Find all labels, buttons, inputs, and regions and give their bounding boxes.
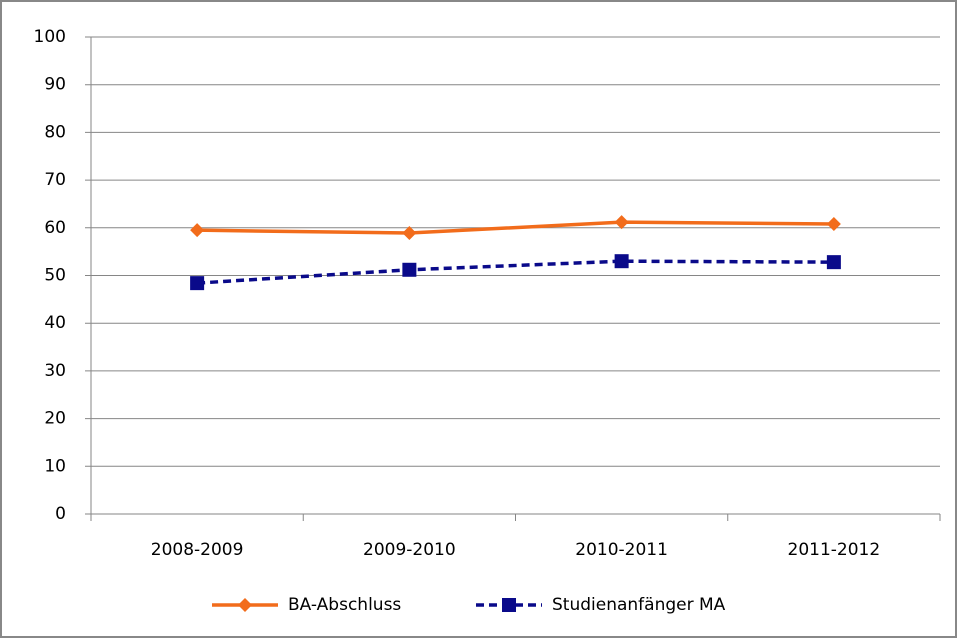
- y-tick-label: 70: [44, 170, 66, 190]
- x-tick-label: 2009-2010: [363, 540, 456, 560]
- data-point: [826, 255, 841, 270]
- data-point: [190, 223, 205, 238]
- y-tick-label: 40: [44, 313, 66, 333]
- series-line: [197, 259, 834, 285]
- legend-marker: [238, 598, 252, 612]
- data-point: [614, 254, 629, 269]
- y-tick-label: 0: [55, 504, 66, 524]
- legend-label: Studienanfänger MA: [552, 595, 726, 615]
- x-tick-label: 2011-2012: [788, 540, 881, 560]
- y-tick-label: 50: [44, 266, 66, 286]
- legend-label: BA-Abschluss: [288, 595, 401, 615]
- legend-marker: [502, 598, 516, 612]
- data-point: [614, 215, 629, 230]
- data-point: [402, 226, 417, 241]
- x-tick-label: 2010-2011: [575, 540, 668, 560]
- y-tick-label: 20: [44, 409, 66, 429]
- data-point: [190, 276, 205, 291]
- data-point: [826, 216, 841, 231]
- x-tick-label: 2008-2009: [151, 540, 244, 560]
- data-point: [402, 262, 417, 277]
- y-tick-label: 100: [34, 27, 66, 47]
- y-tick-label: 80: [44, 122, 66, 142]
- y-tick-label: 10: [44, 456, 66, 476]
- y-tick-label: 60: [44, 218, 66, 238]
- y-tick-label: 30: [44, 361, 66, 381]
- y-tick-label: 90: [44, 75, 66, 95]
- series-line: [197, 220, 834, 235]
